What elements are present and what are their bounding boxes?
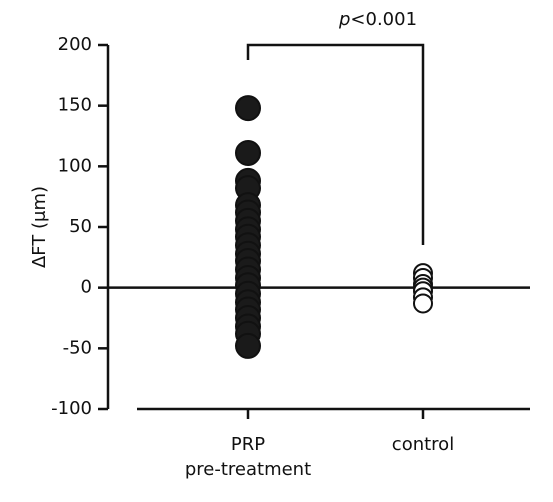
y-tick-label: 0	[81, 277, 92, 298]
data-point	[235, 139, 261, 166]
data-point	[235, 95, 261, 122]
y-tick-label: 50	[69, 216, 92, 237]
y-axis-label: ΔFT (μm)	[29, 186, 50, 268]
x-tick-label: PRP pre-treatment	[185, 434, 311, 480]
data-point	[235, 332, 261, 359]
x-tick-label: control	[392, 434, 454, 455]
significance-bracket	[246, 43, 425, 245]
y-tick-label: 200	[58, 34, 92, 55]
significance-label: p<0.001	[338, 9, 417, 30]
y-tick-label: -100	[51, 398, 92, 419]
data-point	[413, 293, 433, 314]
y-tick-label: 150	[58, 95, 92, 116]
y-tick-label: 100	[58, 155, 92, 176]
y-tick-label: -50	[63, 337, 92, 358]
